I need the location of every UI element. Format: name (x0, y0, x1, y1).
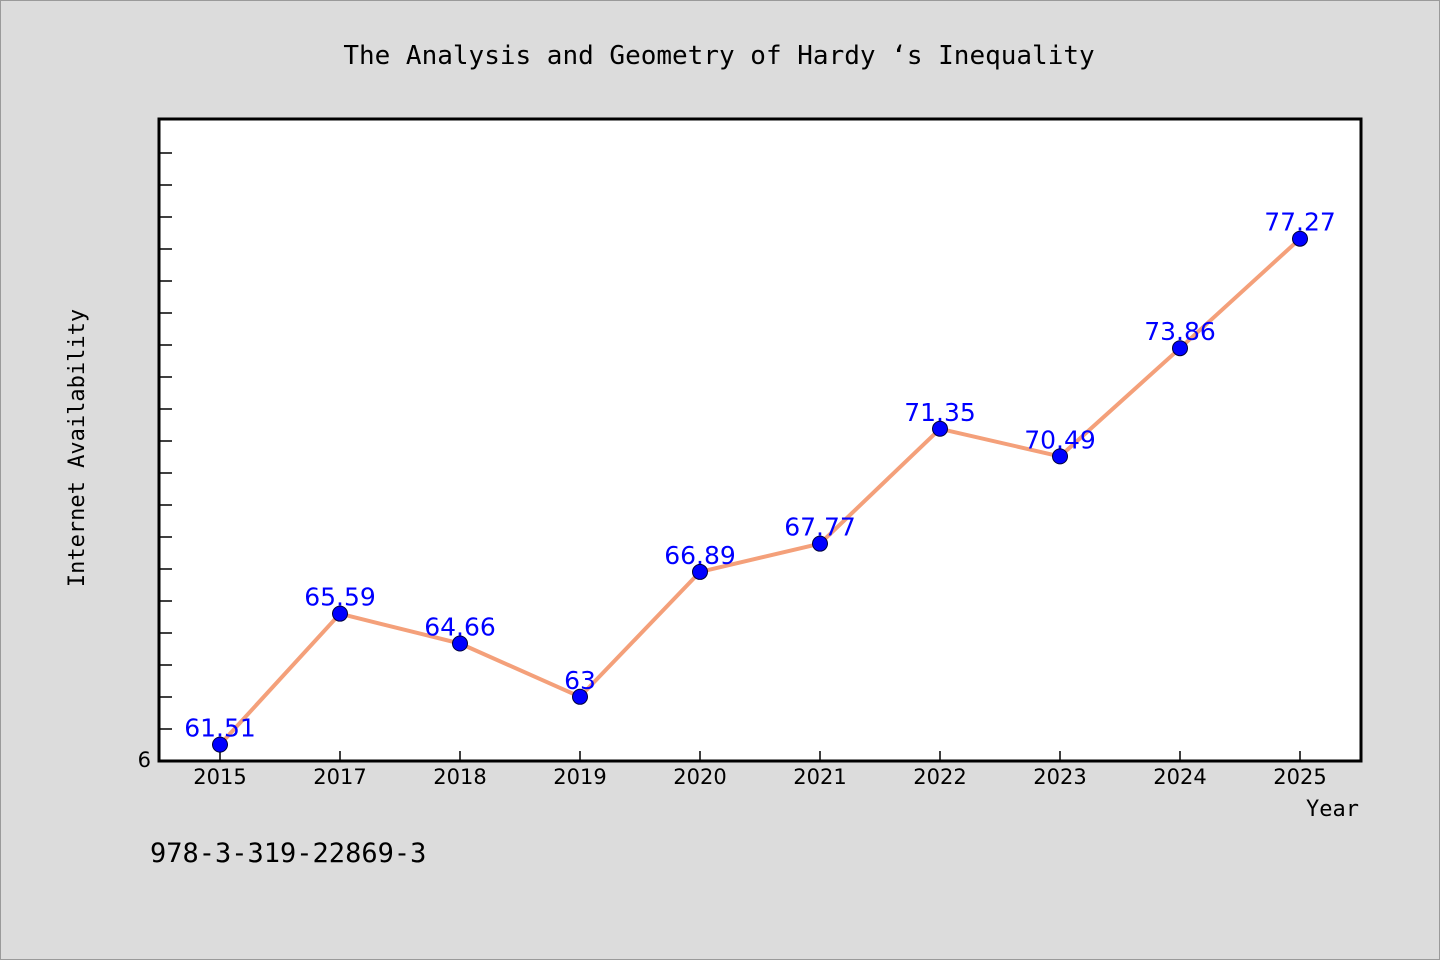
x-tick-label: 2017 (313, 765, 366, 789)
x-tick-label: 2021 (793, 765, 846, 789)
chart-title: The Analysis and Geometry of Hardy ‘s In… (343, 41, 1094, 71)
data-point (452, 635, 468, 652)
x-axis-label: Year (1306, 797, 1359, 822)
y-axis-label: Internet Availability (65, 309, 90, 587)
x-tick-label: 2022 (913, 765, 966, 789)
x-tick-label: 2019 (553, 765, 606, 789)
data-point (1172, 340, 1188, 357)
plot-area (157, 117, 1363, 763)
data-markers (212, 230, 1308, 753)
series-line (218, 237, 1302, 746)
x-tick-label: 2025 (1273, 765, 1326, 789)
x-tick-label: 2023 (1033, 765, 1086, 789)
data-point (812, 535, 828, 552)
data-point (692, 563, 708, 580)
x-tick-label: 2020 (673, 765, 726, 789)
x-tick-label: 2024 (1153, 765, 1206, 789)
data-point (1052, 448, 1068, 465)
x-tick-label: 2015 (193, 765, 246, 789)
x-axis-ticks: 2015 2017 2018 2019 2020 2021 2022 2023 2024 2025 (193, 751, 1327, 789)
data-point (932, 420, 948, 437)
data-point (1292, 230, 1308, 247)
data-point (332, 605, 348, 622)
y-axis-ticks: 6 (138, 152, 172, 772)
y-tick-label: 6 (138, 748, 151, 772)
data-point (212, 736, 228, 753)
isbn-text: 978-3-319-22869-3 (150, 838, 426, 869)
data-point (572, 688, 588, 705)
x-tick-label: 2018 (433, 765, 486, 789)
